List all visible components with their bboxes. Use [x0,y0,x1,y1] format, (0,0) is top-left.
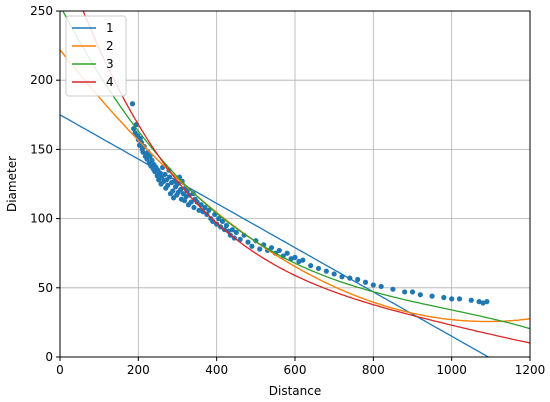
scatter-point [191,204,197,211]
scatter-point [216,216,222,222]
scatter-point [468,297,474,303]
x-tick-label: 0 [56,363,64,377]
scatter-point [308,263,314,269]
scatter-point [196,207,202,213]
legend-label: 2 [106,39,114,53]
scatter-point [449,296,455,302]
x-tick-label: 1200 [515,363,546,377]
y-tick-label: 50 [38,281,53,295]
scatter-point [323,268,329,274]
fit-curve-2 [60,49,530,323]
x-tick-label: 200 [127,363,150,377]
fit-curve-4 [82,11,530,344]
scatter-point [480,300,486,306]
scatter-point [296,258,302,265]
scatter-point [229,227,235,233]
scatter-point [223,222,230,229]
scatter-point [276,247,282,254]
scatter-point [268,245,275,251]
fit-curve-1 [60,114,490,357]
fit-curves [60,11,530,357]
scatter-point [390,286,396,292]
scatter-point [178,186,184,193]
y-axis-title: Diameter [5,156,19,212]
scatter-point [188,199,194,205]
y-tick-label: 0 [45,350,53,364]
scatter-point [219,218,226,224]
scatter-point [456,296,463,302]
scatter-point [362,279,369,285]
legend-box [65,15,127,97]
x-tick-label: 400 [205,363,228,377]
x-tick-label: 1000 [436,363,467,377]
scatter-point [129,101,136,107]
scatter-point [429,293,435,299]
scatter-point [147,153,153,159]
scatter-point [370,282,376,288]
scatter-point [165,182,171,188]
scatter-point [257,246,263,252]
scatter-point [441,294,447,301]
scatter-point [245,239,251,245]
x-axis-title: Distance [269,384,321,398]
y-tick-label: 200 [30,73,53,87]
scatter-point [138,139,145,146]
legend-label: 3 [106,57,114,71]
scatter-point [476,299,482,305]
scatter-points [129,101,490,306]
legend: 1 2 3 4 [65,15,127,97]
scatter-point [417,292,423,298]
scatter-point [214,221,220,227]
scatter-point [315,265,322,272]
scatter-point [402,289,408,295]
scatter-point [331,271,337,277]
y-axis-ticks: 0 50 100 150 200 250 [30,4,60,364]
scatter-point [300,257,306,263]
x-tick-label: 800 [362,363,385,377]
scatter-point [233,229,239,236]
x-tick-label: 600 [284,363,307,377]
scatter-point [409,289,416,295]
x-axis-ticks: 0 200 400 600 800 1000 1200 [56,357,545,377]
scatter-point [181,198,188,204]
scatter-point [249,243,255,249]
y-tick-label: 150 [30,142,53,156]
y-tick-label: 100 [30,212,53,226]
scatter-point [202,204,208,211]
scatter-point [378,283,384,290]
scatter-point [284,250,290,256]
scatter-point [206,207,212,213]
scatter-point [170,188,176,194]
scatter-point [484,299,490,305]
legend-label: 4 [106,75,114,89]
scatter-point [292,254,298,260]
scatter-point [355,276,361,283]
fit-curve-3 [62,11,530,330]
scatter-point [137,135,143,141]
y-tick-label: 250 [30,4,53,18]
scatter-point [149,157,155,164]
legend-label: 1 [106,21,114,35]
